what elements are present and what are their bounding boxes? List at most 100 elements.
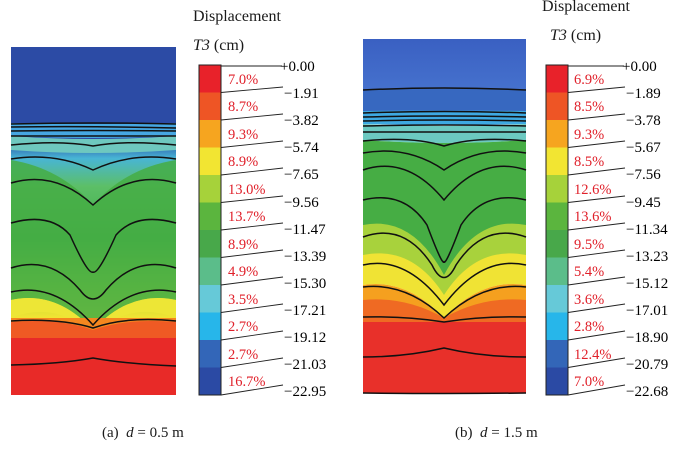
pct-label-10: 12.4% bbox=[574, 347, 611, 363]
legend-title-line1: Displacement bbox=[193, 8, 281, 25]
caption-rest: = 0.5 m bbox=[133, 425, 184, 441]
color-scale-b: 6.9% 8.5% 9.3% 8.5% 12.6% 13.6% 9.5% 5.4… bbox=[545, 59, 668, 400]
legend-title-var: T3 bbox=[193, 37, 210, 54]
pct-label-0: 7.0% bbox=[228, 72, 258, 88]
contour-red-bulge bbox=[363, 299, 526, 322]
caption-var: d bbox=[126, 425, 134, 441]
scale-value-7: −13.23 bbox=[626, 249, 668, 265]
scale-band-6 bbox=[199, 230, 221, 258]
scale-band-11 bbox=[199, 367, 221, 395]
scale-value-10: −18.90 bbox=[626, 330, 668, 346]
scale-band-1 bbox=[546, 92, 568, 120]
scale-band-3 bbox=[199, 147, 221, 175]
scale-band-4 bbox=[199, 175, 221, 203]
caption-rest: = 1.5 m bbox=[487, 425, 538, 441]
pct-label-2: 9.3% bbox=[228, 127, 258, 143]
scale-value-3: −5.74 bbox=[284, 140, 319, 156]
color-scale-a: 7.0% 8.7% 9.3% 8.9% 13.0% 13.7% 8.9% 4.9… bbox=[198, 59, 326, 400]
pct-label-7: 4.9% bbox=[228, 264, 258, 280]
scale-band-4 bbox=[546, 175, 568, 203]
pct-label-3: 8.5% bbox=[574, 154, 604, 170]
scale-value-8: −15.12 bbox=[626, 276, 668, 292]
scale-band-10 bbox=[199, 340, 221, 368]
scale-band-2 bbox=[546, 120, 568, 148]
pct-label-8: 3.5% bbox=[228, 292, 258, 308]
contour-red-bulge bbox=[11, 321, 176, 338]
scale-value-4: −7.56 bbox=[626, 167, 661, 183]
contour-lines bbox=[10, 122, 177, 367]
pct-label-2: 9.3% bbox=[574, 127, 604, 143]
caption-a: (a) d = 0.5 m bbox=[102, 425, 184, 442]
contour-figure-a: 7.0% 8.7% 9.3% 8.9% 13.0% 13.7% 8.9% 4.9… bbox=[10, 47, 326, 400]
scale-value-2: −3.78 bbox=[626, 113, 661, 129]
legend-title-unit: (cm) bbox=[209, 37, 245, 54]
scale-value-1: −1.89 bbox=[626, 86, 661, 102]
scale-value-5: −9.45 bbox=[626, 195, 661, 211]
contour-v-green bbox=[11, 160, 176, 330]
contour-band-cyan bbox=[363, 110, 526, 125]
pct-label-11: 7.0% bbox=[574, 374, 604, 390]
scale-value-1: −1.91 bbox=[284, 86, 319, 102]
legend-title-line1: Displacement bbox=[542, 0, 630, 15]
pct-label-3: 8.9% bbox=[228, 154, 258, 170]
scale-value-11: −21.03 bbox=[284, 357, 326, 373]
scale-value-4: −7.65 bbox=[284, 167, 319, 183]
pct-label-5: 13.7% bbox=[228, 209, 265, 225]
scale-band-3 bbox=[546, 147, 568, 175]
scale-band-8 bbox=[546, 285, 568, 313]
legend-title-var: T3 bbox=[550, 27, 567, 44]
scale-band-1 bbox=[199, 92, 221, 120]
caption-b: (b) d = 1.5 m bbox=[455, 425, 538, 442]
pct-label-9: 2.7% bbox=[228, 319, 258, 335]
scale-value-9: −17.21 bbox=[284, 303, 326, 319]
scale-band-0 bbox=[546, 65, 568, 93]
scale-value-12: −22.95 bbox=[284, 384, 326, 400]
scale-band-5 bbox=[546, 202, 568, 230]
scale-band-0 bbox=[199, 65, 221, 93]
scale-value-7: −13.39 bbox=[284, 249, 326, 265]
scale-band-7 bbox=[199, 257, 221, 285]
contour-top-region bbox=[11, 47, 176, 123]
pct-label-7: 5.4% bbox=[574, 264, 604, 280]
scale-value-11: −20.79 bbox=[626, 357, 668, 373]
caption-label: (b) bbox=[455, 425, 473, 441]
scale-band-6 bbox=[546, 230, 568, 258]
contour-v-lime bbox=[363, 223, 526, 310]
scale-value-6: −11.47 bbox=[284, 222, 326, 238]
scale-value-3: −5.67 bbox=[626, 140, 661, 156]
legend-title-unit: (cm) bbox=[566, 27, 602, 44]
pct-label-5: 13.6% bbox=[574, 209, 611, 225]
scale-value-8: −15.30 bbox=[284, 276, 326, 292]
pct-label-4: 13.0% bbox=[228, 182, 265, 198]
contour-yellow bbox=[11, 298, 176, 335]
scale-band-10 bbox=[546, 340, 568, 368]
pct-label-4: 12.6% bbox=[574, 182, 611, 198]
pct-label-6: 9.5% bbox=[574, 237, 604, 253]
scale-value-9: −17.01 bbox=[626, 303, 668, 319]
pct-label-1: 8.7% bbox=[228, 99, 258, 115]
pct-label-9: 2.8% bbox=[574, 319, 604, 335]
caption-var: d bbox=[480, 425, 488, 441]
scale-band-9 bbox=[199, 312, 221, 340]
scale-value-12: −22.68 bbox=[626, 384, 668, 400]
contour-band-teal bbox=[363, 124, 526, 143]
scale-leaders bbox=[567, 65, 626, 396]
legend-title-line2: T3 (cm) bbox=[550, 27, 601, 45]
caption-label: (a) bbox=[102, 425, 119, 441]
pct-label-8: 3.6% bbox=[574, 292, 604, 308]
scale-band-8 bbox=[199, 285, 221, 313]
legend-title-line2: T3 (cm) bbox=[193, 37, 244, 55]
pct-label-1: 8.5% bbox=[574, 99, 604, 115]
pct-label-11: 16.7% bbox=[228, 374, 265, 390]
pct-label-0: 6.9% bbox=[574, 72, 604, 88]
scale-band-2 bbox=[199, 120, 221, 148]
scale-band-11 bbox=[546, 367, 568, 395]
scale-value-5: −9.56 bbox=[284, 195, 319, 211]
scale-value-10: −19.12 bbox=[284, 330, 326, 346]
contour-bottom-red bbox=[11, 338, 176, 395]
scale-band-9 bbox=[546, 312, 568, 340]
pct-label-10: 2.7% bbox=[228, 347, 258, 363]
contour-figure-b: 6.9% 8.5% 9.3% 8.5% 12.6% 13.6% 9.5% 5.4… bbox=[362, 39, 668, 400]
scale-band-7 bbox=[546, 257, 568, 285]
panel-a: 7.0% 8.7% 9.3% 8.9% 13.0% 13.7% 8.9% 4.9… bbox=[10, 8, 326, 442]
